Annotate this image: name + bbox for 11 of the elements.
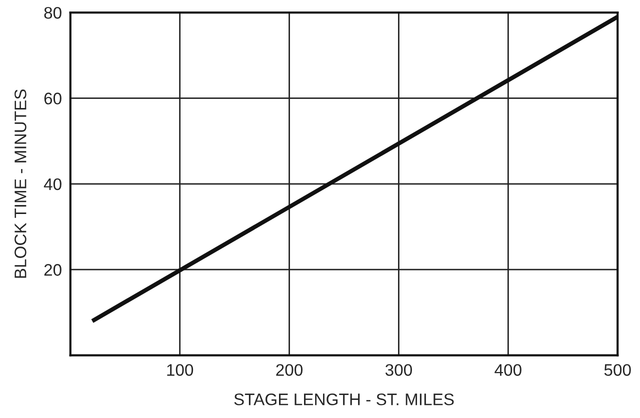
x-tick-label: 400 [494, 364, 522, 376]
y-axis-title: BLOCK TIME - MINUTES [14, 89, 26, 278]
x-tick-label: 500 [604, 364, 631, 376]
y-tick-label: 60 [44, 92, 62, 104]
y-tick-label: 20 [44, 264, 62, 276]
x-tick-label: 100 [167, 364, 194, 376]
y-tick-label: 80 [44, 6, 62, 19]
x-tick-label: 300 [385, 364, 412, 376]
y-tick-label: 40 [44, 178, 62, 190]
x-axis-title: STAGE LENGTH - ST. MILES [234, 394, 454, 406]
x-tick-label: 200 [276, 364, 303, 376]
